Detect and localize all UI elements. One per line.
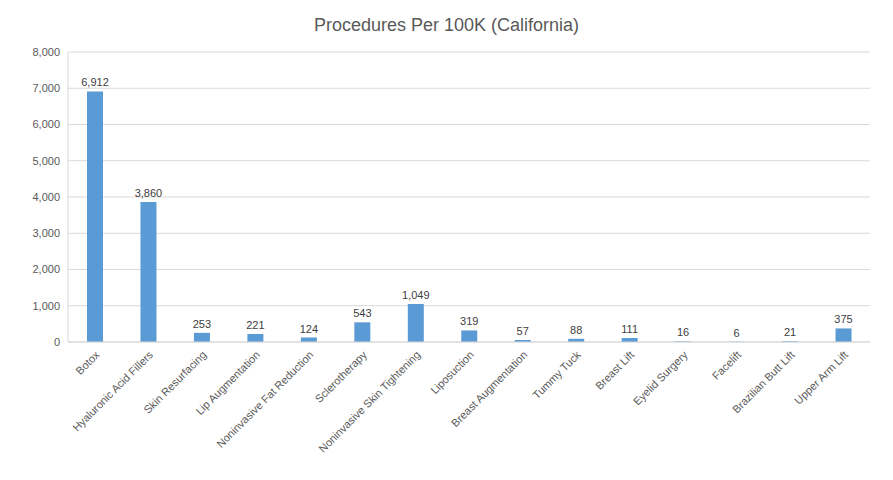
svg-text:3,000: 3,000: [32, 227, 60, 239]
svg-text:16: 16: [677, 326, 689, 338]
svg-text:Breast Augmentation: Breast Augmentation: [449, 348, 530, 429]
svg-text:Noninvasive Fat Reduction: Noninvasive Fat Reduction: [214, 348, 315, 449]
svg-text:Breast Lift: Breast Lift: [593, 348, 637, 392]
svg-text:Brazilian Butt Lift: Brazilian Butt Lift: [730, 348, 797, 415]
svg-text:124: 124: [300, 323, 318, 335]
svg-text:Hyaluronic Acid Fillers: Hyaluronic Acid Fillers: [70, 348, 155, 433]
svg-text:7,000: 7,000: [32, 82, 60, 94]
svg-text:Skin Resurfacing: Skin Resurfacing: [141, 348, 209, 416]
svg-text:4,000: 4,000: [32, 191, 60, 203]
svg-text:319: 319: [460, 315, 478, 327]
svg-text:221: 221: [246, 319, 264, 331]
svg-text:2,000: 2,000: [32, 263, 60, 275]
svg-text:Tummy Tuck: Tummy Tuck: [530, 348, 583, 401]
svg-text:6,912: 6,912: [81, 76, 109, 88]
svg-text:57: 57: [517, 325, 529, 337]
svg-text:1,049: 1,049: [402, 289, 430, 301]
svg-text:375: 375: [834, 313, 852, 325]
svg-text:Facelift: Facelift: [710, 348, 744, 382]
html-text:Procedures Per 100K (Californi: Procedures Per 100K (California): [313, 15, 580, 35]
svg-text:543: 543: [353, 307, 371, 319]
svg-text:Sclerotherapy: Sclerotherapy: [313, 348, 370, 405]
svg-text:111: 111: [621, 323, 638, 335]
svg-text:Eyelid Surgery: Eyelid Surgery: [631, 348, 690, 407]
svg-text:Liposuction: Liposuction: [428, 348, 476, 396]
svg-text:253: 253: [193, 318, 211, 330]
svg-text:Noninvasive Skin Tightening: Noninvasive Skin Tightening: [316, 348, 422, 454]
svg-text:1,000: 1,000: [32, 300, 60, 312]
svg-text:21: 21: [784, 326, 796, 338]
svg-text:88: 88: [570, 324, 582, 336]
svg-text:8,000: 8,000: [32, 46, 60, 58]
svg-text:0: 0: [54, 336, 60, 348]
svg-text:Botox: Botox: [73, 348, 102, 377]
svg-text:6,000: 6,000: [32, 118, 60, 130]
svg-text:6: 6: [734, 327, 740, 339]
svg-text:Upper Arm Lift: Upper Arm Lift: [792, 348, 850, 406]
svg-text:3,860: 3,860: [135, 187, 163, 199]
svg-text:5,000: 5,000: [32, 155, 60, 167]
svg-text:Lip Augmentation: Lip Augmentation: [193, 348, 263, 418]
